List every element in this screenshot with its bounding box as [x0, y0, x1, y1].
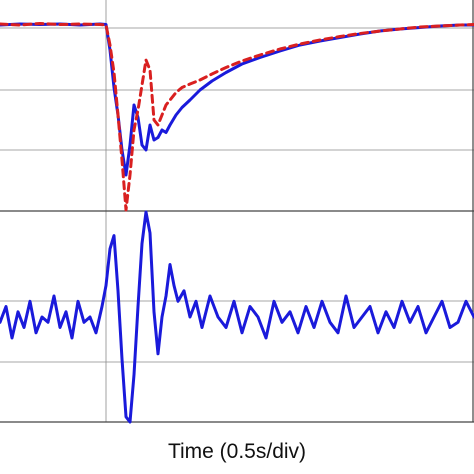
- series-layer: [0, 22, 474, 424]
- series-line-top-blue-solid: [0, 22, 474, 177]
- series-line-top-red-dashed: [0, 22, 474, 212]
- x-axis-label: Time (0.5s/div): [167, 440, 307, 463]
- series-line-bottom-blue-solid: [0, 210, 474, 424]
